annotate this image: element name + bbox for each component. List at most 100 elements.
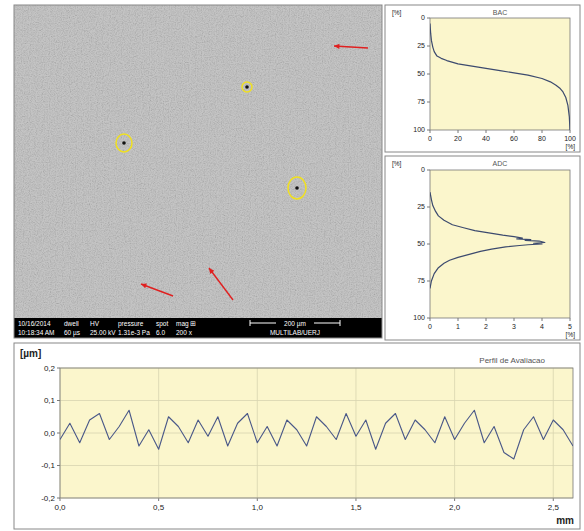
tick-label: 100 (564, 135, 576, 142)
tick-label: 0,1 (44, 396, 56, 405)
tick-label: 20 (454, 135, 462, 142)
info-label: HV (90, 320, 100, 327)
axis-title: [µm] (20, 348, 41, 359)
tick-label: -0,1 (41, 461, 55, 470)
tick (427, 318, 430, 319)
tick (570, 130, 571, 133)
highlight-circle (242, 82, 252, 92)
chart-title: ADC (493, 160, 508, 167)
info-label: mag ⊞ (176, 320, 196, 328)
grid-line (60, 400, 573, 401)
tick (514, 318, 515, 321)
tick-label: 1,5 (350, 503, 362, 512)
tick-label: 0 (421, 14, 425, 21)
info-value: 60 µs (64, 329, 81, 337)
arrow (141, 284, 173, 296)
axis-title: [%] (566, 331, 576, 339)
tick-label: 3 (512, 323, 516, 330)
pore (122, 141, 126, 145)
tick (458, 130, 459, 133)
tick-label: 75 (417, 277, 425, 284)
info-value: 25.00 kV (90, 329, 116, 336)
tick (430, 318, 431, 321)
tick (458, 318, 459, 321)
tick (427, 170, 430, 171)
chart-title: Perfil de Avaliacao (479, 356, 545, 365)
panel-frame (385, 5, 580, 152)
info-label: dwell (64, 320, 79, 327)
panel-frame (385, 156, 580, 340)
tick (542, 130, 543, 133)
info-label: 10/16/2014 (18, 320, 51, 327)
tick-label: 0,2 (44, 364, 56, 373)
info-label: pressure (118, 320, 144, 328)
tick (57, 498, 60, 499)
tick-label: 0 (428, 323, 432, 330)
info-value: 1.31e-3 Pa (118, 329, 150, 336)
plot-frame (430, 170, 570, 318)
tick-label: 50 (417, 70, 425, 77)
tick-label: 5 (568, 323, 572, 330)
tick (57, 400, 60, 401)
arrow-head (334, 44, 340, 49)
micrograph (14, 5, 382, 318)
tick-label: 25 (417, 42, 425, 49)
tick (570, 318, 571, 321)
axis-title: [%] (392, 9, 402, 17)
tick-label: 80 (538, 135, 546, 142)
plot-frame (430, 18, 570, 130)
tick (427, 207, 430, 208)
tick-label: 1,0 (252, 503, 264, 512)
arrow (209, 268, 233, 300)
tick-label: 0 (428, 135, 432, 142)
scale-label: 200 µm (284, 320, 306, 328)
chart-title: BAC (493, 9, 507, 16)
tick (158, 498, 159, 501)
highlight-circle (288, 177, 306, 199)
info-value: 200 x (176, 329, 193, 336)
tick-label: 0,5 (153, 503, 165, 512)
arrow-head (209, 268, 214, 274)
tick-label: 60 (510, 135, 518, 142)
pore (295, 186, 299, 190)
plot-frame (60, 368, 573, 498)
tick (542, 318, 543, 321)
scale-bar-end (250, 320, 251, 326)
data-line (60, 410, 573, 459)
tick (60, 498, 61, 501)
tick (57, 465, 60, 466)
tick (427, 102, 430, 103)
tick (430, 130, 431, 133)
series-group (430, 24, 570, 130)
tick-label: 40 (482, 135, 490, 142)
tick (257, 498, 258, 501)
tick (427, 74, 430, 75)
data-line (430, 24, 570, 130)
tick-label: 2,0 (449, 503, 461, 512)
tick-label: 2 (484, 323, 488, 330)
plot-area (430, 170, 570, 318)
plot-area (60, 368, 573, 498)
tick (427, 130, 430, 131)
tick (486, 130, 487, 133)
tick (553, 498, 554, 501)
panel-frame (14, 5, 382, 338)
tick-label: 0,0 (44, 429, 56, 438)
tick (355, 498, 356, 501)
arrow-head (141, 283, 147, 288)
tick (427, 46, 430, 47)
tick (57, 433, 60, 434)
tick-label: 100 (413, 126, 425, 133)
plot-area (430, 18, 570, 130)
info-value: 10:18:34 AM (18, 329, 55, 336)
panel-frame (14, 343, 580, 529)
tick-label: -0,2 (41, 494, 55, 503)
tick (514, 130, 515, 133)
pore (245, 85, 249, 89)
info-value: 6.0 (156, 329, 165, 336)
tick-label: 4 (540, 323, 544, 330)
tick-label: 50 (417, 240, 425, 247)
figure: 10/16/2014dwellHVpressurespotmag ⊞10:18:… (0, 0, 584, 531)
tick-label: 0,0 (54, 503, 66, 512)
tick (454, 498, 455, 501)
